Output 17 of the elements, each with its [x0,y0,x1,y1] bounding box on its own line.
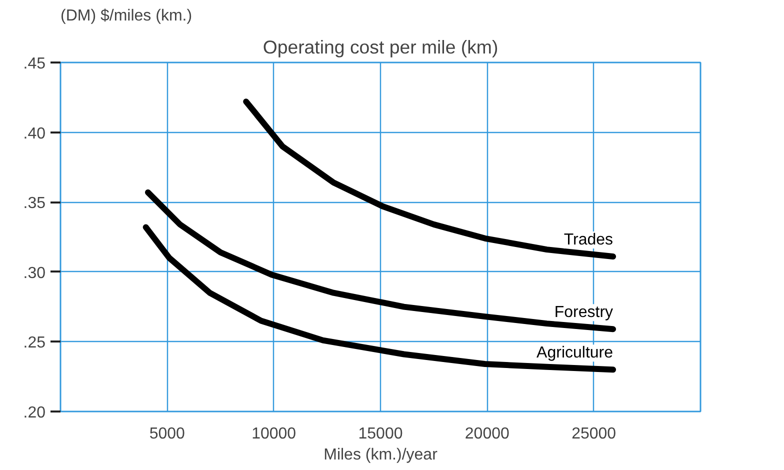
y-axis-title: (DM) $/miles (km.) [60,8,192,24]
y-tick-label: .40 [23,125,46,142]
y-tick-label: .30 [23,264,46,282]
x-tick-label: 10000 [252,426,296,442]
x-tick-label: 15000 [358,426,403,442]
series-label: Forestry [554,304,614,322]
series-label: Trades [564,232,614,249]
y-tick-label: .25 [23,334,46,352]
y-tick-label: .35 [23,195,46,212]
x-tick-label: 5000 [149,426,186,442]
chart-title: Operating cost per mile (km) [262,36,498,58]
y-tick-label: .20 [23,404,46,422]
y-tick-label: .45 [23,56,46,72]
series-label: Agriculture [536,344,614,362]
x-axis-title: Miles (km.)/year [324,446,438,464]
x-tick-label: 20000 [464,426,510,442]
x-tick-label: 25000 [572,426,616,442]
